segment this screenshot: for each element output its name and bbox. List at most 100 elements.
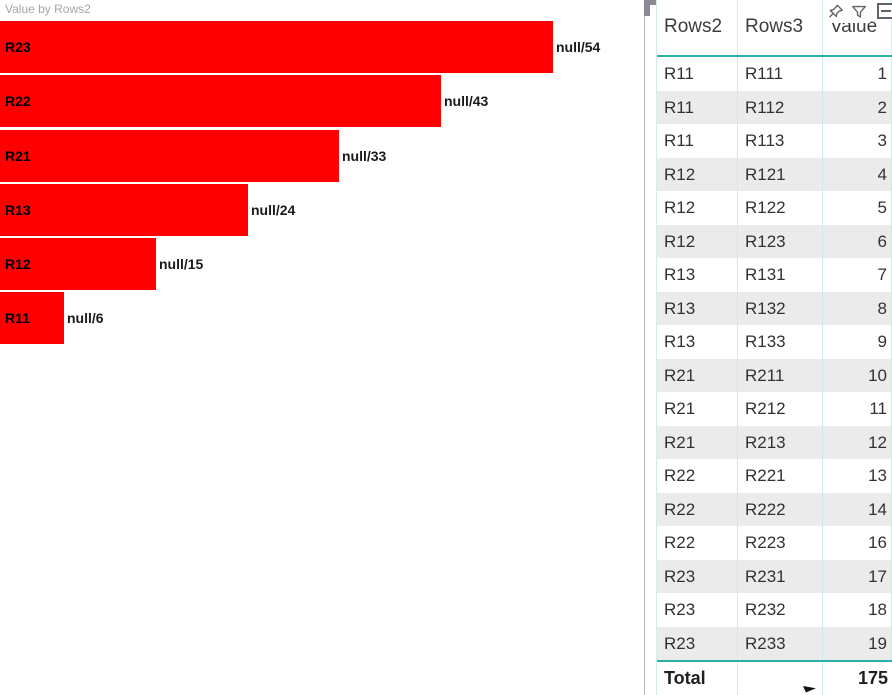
cell-rows3: R222 — [738, 492, 823, 526]
pin-icon[interactable] — [824, 1, 847, 23]
table-row[interactable]: R22 R221 13 — [657, 459, 892, 493]
table-row[interactable]: R11 R113 3 — [657, 124, 892, 158]
cell-rows2: R23 — [657, 593, 738, 627]
table-body: R11 R111 1 R11 R112 2 R11 R113 3 R12 R121 4 R12 R122 5… — [657, 57, 892, 660]
cell-rows2: R13 — [657, 325, 738, 359]
table-row[interactable]: R11 R111 1 — [657, 57, 892, 91]
cell-rows2: R12 — [657, 224, 738, 258]
visual-frame-divider — [644, 0, 645, 695]
bar-value-label: null/54 — [556, 39, 601, 55]
table-row[interactable]: R12 R123 6 — [657, 224, 892, 258]
visual-resize-handle[interactable] — [644, 0, 657, 16]
cell-value: 2 — [823, 90, 892, 124]
cell-rows2: R23 — [657, 626, 738, 660]
table-row[interactable]: R23 R232 18 — [657, 593, 892, 627]
resize-handle-horizontal — [644, 0, 657, 5]
cell-rows3: R221 — [738, 459, 823, 493]
table-row[interactable]: R11 R112 2 — [657, 90, 892, 124]
visual-header-toolbar — [824, 1, 870, 23]
cell-rows3: R133 — [738, 325, 823, 359]
table-row[interactable]: R23 R231 17 — [657, 559, 892, 593]
cell-rows3: R213 — [738, 425, 823, 459]
table-row[interactable]: R12 R121 4 — [657, 157, 892, 191]
cell-value: 3 — [823, 124, 892, 158]
cell-value: 8 — [823, 291, 892, 325]
cell-value: 11 — [823, 392, 892, 426]
cell-rows3: R123 — [738, 224, 823, 258]
bar-row: R11 null/6 — [0, 292, 644, 346]
bar-category-label: R11 — [5, 310, 30, 327]
cell-rows2: R12 — [657, 191, 738, 225]
cell-rows2: R21 — [657, 358, 738, 392]
bar-category-label: R23 — [5, 39, 31, 55]
cell-value: 18 — [823, 593, 892, 627]
column-header-rows2[interactable]: Rows2 — [657, 0, 738, 55]
cell-rows2: R13 — [657, 258, 738, 292]
table-row[interactable]: R21 R211 10 — [657, 358, 892, 392]
cell-rows2: R22 — [657, 526, 738, 560]
cell-rows3: R231 — [738, 559, 823, 593]
table-row[interactable]: R13 R132 8 — [657, 291, 892, 325]
bar-value-label: null/24 — [251, 201, 296, 218]
cell-rows3: R232 — [738, 593, 823, 627]
bar-R21[interactable] — [0, 129, 339, 182]
more-options-icon[interactable] — [877, 3, 892, 19]
cell-rows3: R223 — [738, 526, 823, 560]
table-row[interactable]: R13 R133 9 — [657, 325, 892, 359]
table-row[interactable]: R22 R223 16 — [657, 526, 892, 560]
bar-R22[interactable] — [0, 75, 441, 128]
cell-value: 9 — [823, 325, 892, 359]
bar-value-label: null/6 — [67, 310, 104, 327]
filter-icon[interactable] — [847, 1, 870, 23]
table-row[interactable]: R23 R233 19 — [657, 626, 892, 660]
cell-rows2: R22 — [657, 459, 738, 493]
cell-value: 19 — [823, 626, 892, 660]
mouse-cursor — [801, 685, 816, 695]
bar-category-label: R21 — [5, 147, 31, 164]
cell-rows2: R21 — [657, 392, 738, 426]
cell-rows3: R211 — [738, 358, 823, 392]
total-rows3-cell — [738, 662, 823, 695]
cell-value: 7 — [823, 258, 892, 292]
cell-value: 14 — [823, 492, 892, 526]
table-row[interactable]: R12 R122 5 — [657, 191, 892, 225]
cell-rows2: R11 — [657, 57, 738, 91]
bar-category-label: R13 — [5, 201, 31, 218]
cell-value: 10 — [823, 358, 892, 392]
table-row[interactable]: R21 R212 11 — [657, 392, 892, 426]
bar-value-label: null/33 — [342, 147, 387, 164]
cell-rows3: R131 — [738, 258, 823, 292]
table-total-row: Total 175 — [657, 660, 892, 695]
column-header-rows3[interactable]: Rows3 — [738, 0, 823, 55]
cell-rows2: R12 — [657, 157, 738, 191]
table-visual: Rows2 Rows3 Value R11 R111 1 R11 R112 2 R11 R11… — [656, 0, 892, 695]
cell-rows3: R233 — [738, 626, 823, 660]
cell-rows2: R21 — [657, 425, 738, 459]
cell-value: 4 — [823, 157, 892, 191]
cell-rows3: R121 — [738, 157, 823, 191]
bar-row: R23 null/54 — [0, 21, 644, 75]
cell-value: 16 — [823, 526, 892, 560]
bar-value-label: null/15 — [159, 256, 204, 273]
bar-row: R22 null/43 — [0, 75, 644, 129]
cell-value: 1 — [823, 57, 892, 91]
table-row[interactable]: R13 R131 7 — [657, 258, 892, 292]
bar-R12[interactable] — [0, 238, 156, 291]
bar-category-label: R12 — [5, 256, 31, 273]
table-row[interactable]: R21 R213 12 — [657, 425, 892, 459]
cell-rows2: R11 — [657, 124, 738, 158]
total-value: 175 — [823, 662, 892, 695]
table-row[interactable]: R22 R222 14 — [657, 492, 892, 526]
bar-R13[interactable] — [0, 183, 248, 236]
bar-category-label: R22 — [5, 93, 31, 110]
total-label: Total — [657, 662, 738, 695]
bar-R11[interactable] — [0, 292, 64, 345]
bar-row: R12 null/15 — [0, 238, 644, 292]
bar-R23[interactable] — [0, 21, 553, 73]
cell-value: 17 — [823, 559, 892, 593]
cell-rows2: R22 — [657, 492, 738, 526]
cell-rows2: R13 — [657, 291, 738, 325]
bar-chart-visual[interactable]: Value by Rows2 R23 null/54 R22 null/43 R21 nu… — [0, 0, 644, 695]
bar-row: R13 null/24 — [0, 183, 644, 238]
